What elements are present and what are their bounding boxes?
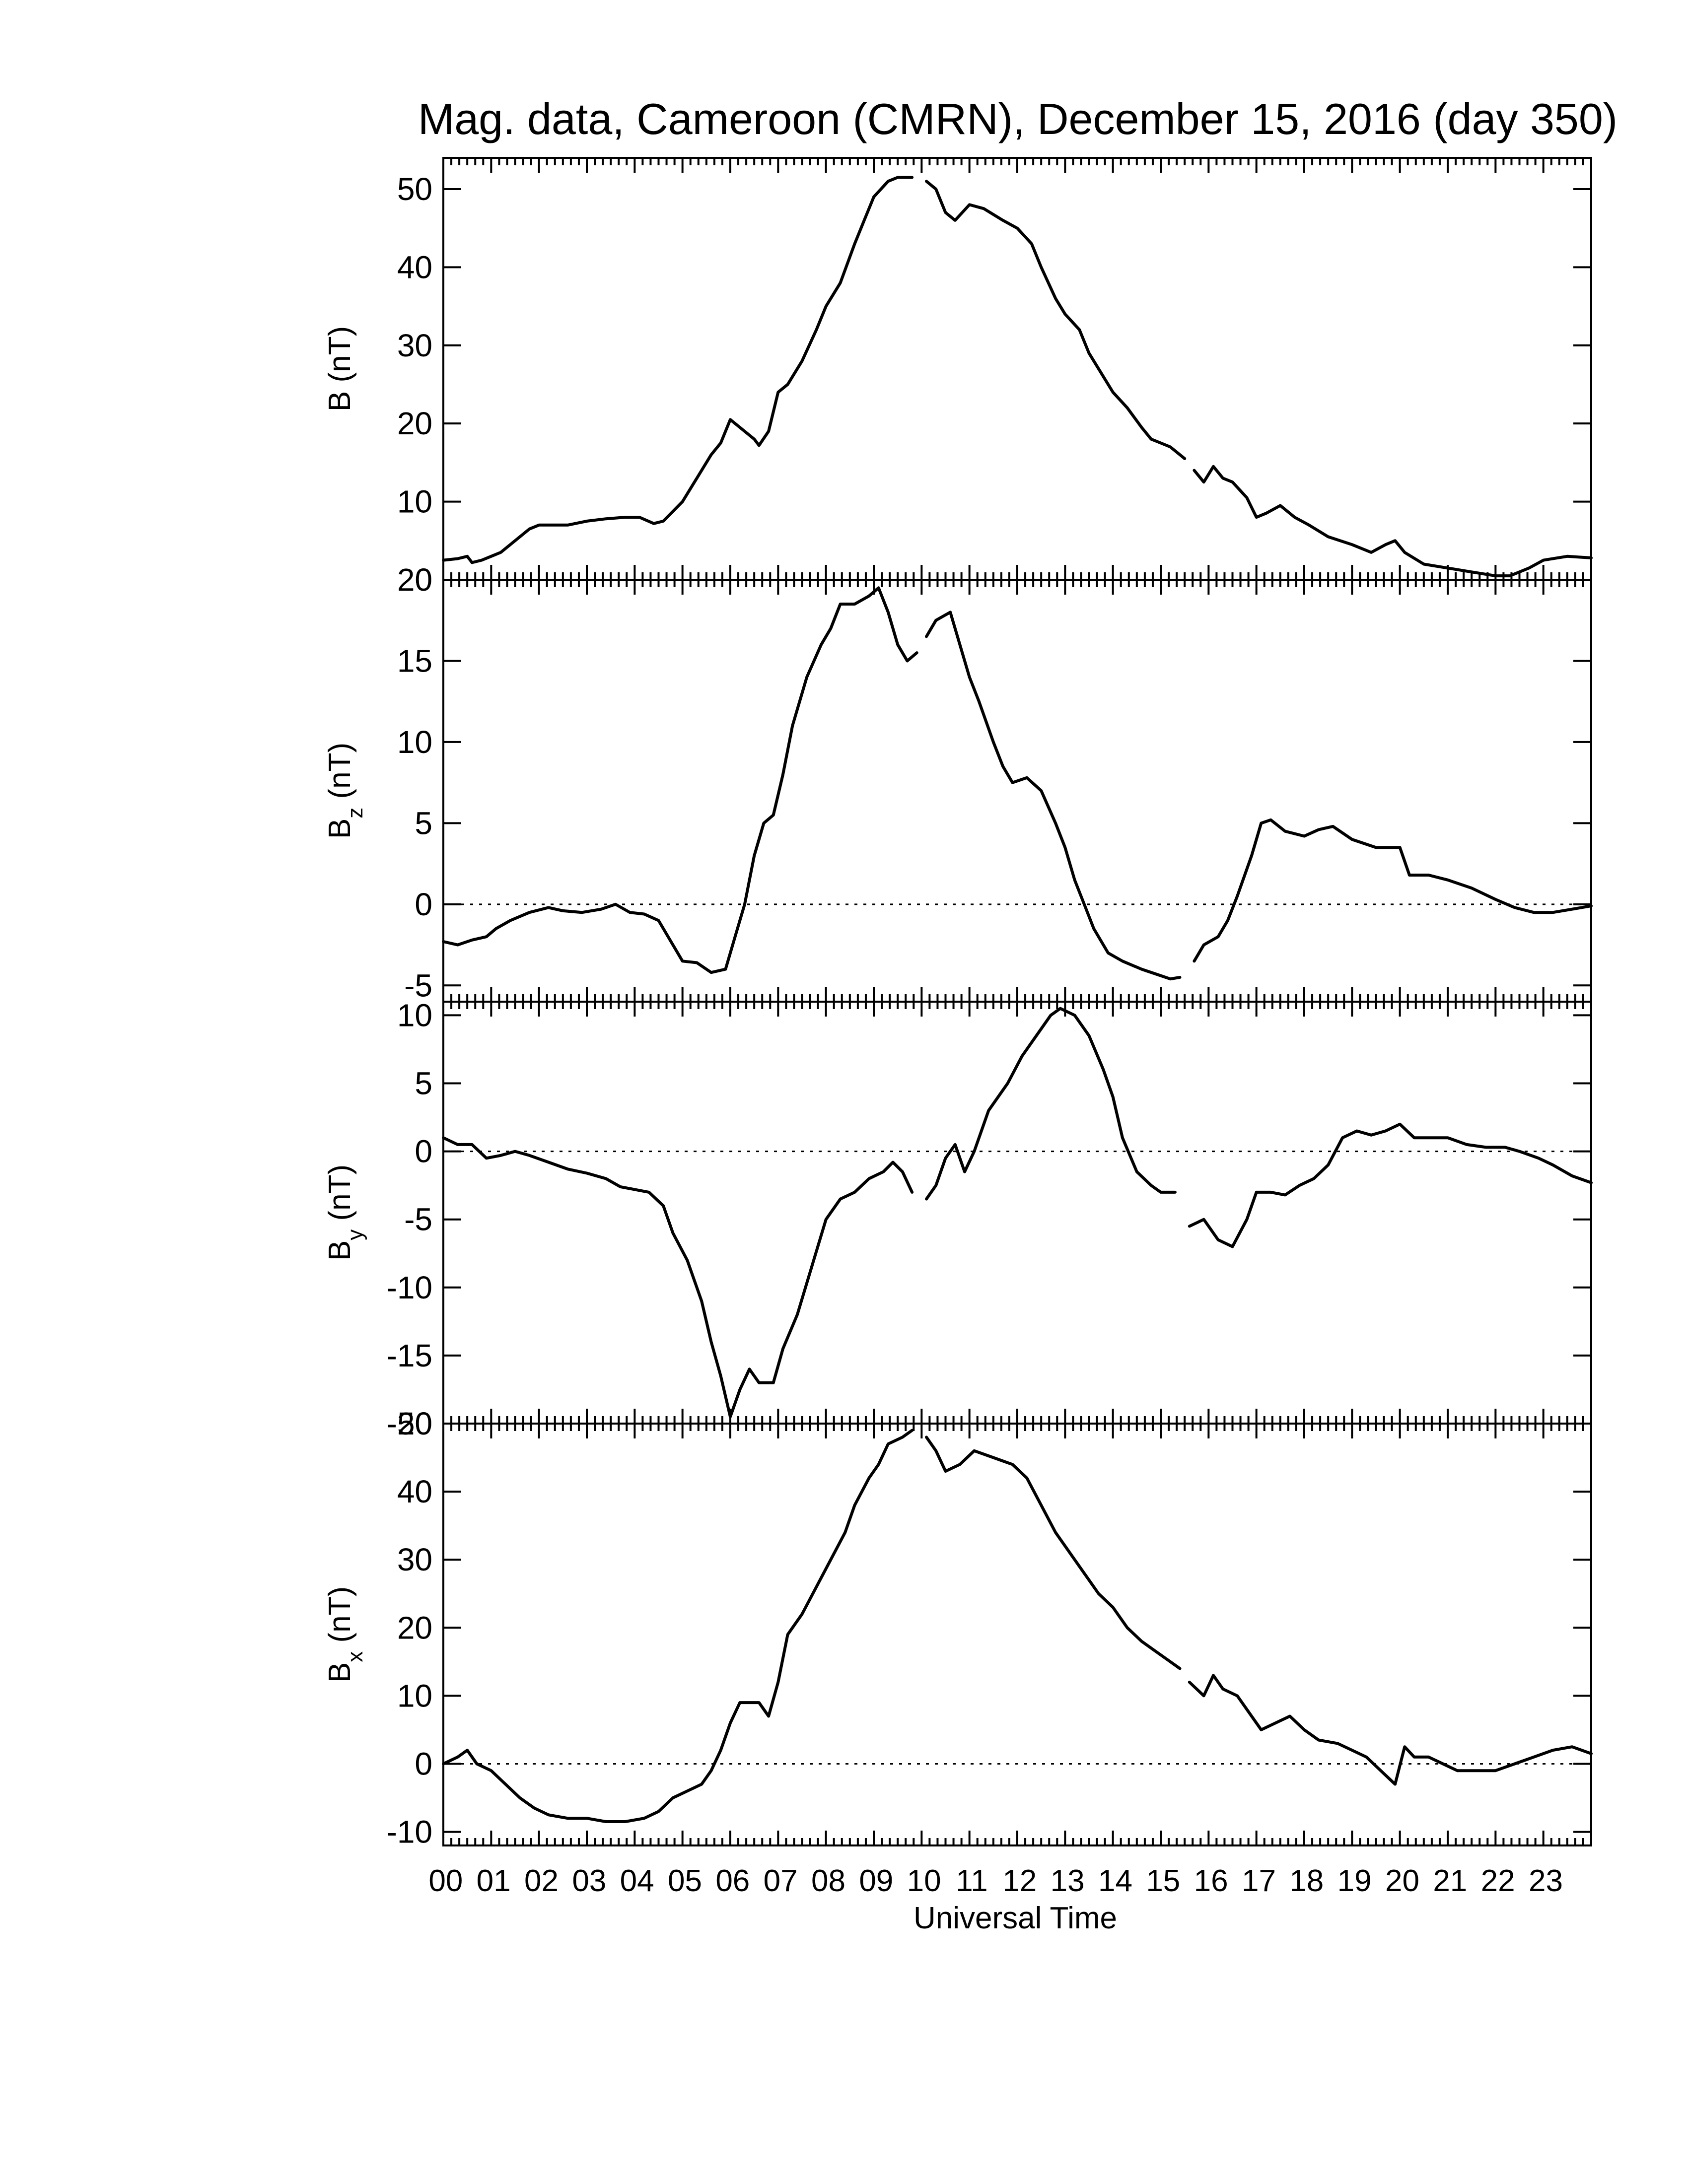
y-tick-label: 40 (397, 249, 432, 285)
x-tick-label: 02 (524, 1864, 559, 1898)
x-tick-label: 21 (1433, 1864, 1467, 1898)
data-series-line (442, 586, 918, 974)
data-series-line (442, 176, 914, 564)
y-tick-label: -15 (387, 1338, 433, 1373)
x-tick-label: 14 (1098, 1864, 1132, 1898)
x-tick-labels: 00 01 02 03 04 05 06 07 08 09 10 11 12 13 14 15 16 17 18 19… (428, 1864, 1563, 1898)
y-tick-label: 30 (397, 328, 432, 363)
data-series-line (925, 1435, 1182, 1670)
x-tick-label: 09 (859, 1864, 893, 1898)
x-tick-label: 13 (1051, 1864, 1085, 1898)
x-tick-label: 18 (1289, 1864, 1324, 1898)
data-series-line (1193, 818, 1593, 963)
x-tick-label: 08 (811, 1864, 845, 1898)
y-tick-label: 0 (415, 1134, 432, 1169)
panel-x: -10 0 10 20 30 40 50 Bx (nT) (323, 1406, 1593, 1850)
y-tick-label: 10 (397, 997, 432, 1033)
x-tick-label: 06 (715, 1864, 750, 1898)
x-axis-label: Universal Time (914, 1901, 1117, 1935)
y-tick-label: 15 (397, 643, 432, 679)
data-series-line (925, 1007, 1177, 1201)
y-tick-label: 20 (397, 406, 432, 441)
y-tick-label: 40 (397, 1474, 432, 1509)
y-tick-label: 0 (415, 887, 432, 922)
y-tick-label: -10 (387, 1270, 433, 1305)
panel-frame (442, 579, 1592, 1003)
y-tick-label: 50 (397, 1406, 432, 1441)
x-tick-label: 05 (668, 1864, 702, 1898)
y-tick-label: 20 (397, 562, 432, 598)
x-tick-label: 01 (477, 1864, 511, 1898)
y-tick-label: 50 (397, 171, 432, 207)
y-axis-label: By (nT) (323, 1164, 367, 1261)
x-tick-label: 17 (1242, 1864, 1276, 1898)
panel-y: -20 -15 -10 -5 0 5 10 By (nT) (323, 997, 1593, 1441)
y-tick-label: 0 (415, 562, 432, 598)
y-axis-label: Bz (nT) (323, 743, 367, 839)
data-series-line (1193, 465, 1593, 578)
x-tick-label: 10 (907, 1864, 941, 1898)
x-tick-label: 23 (1529, 1864, 1563, 1898)
y-axis-label: Bx (nT) (323, 1586, 367, 1683)
data-series-line (1188, 1122, 1593, 1248)
panel-frame (442, 157, 1592, 581)
y-tick-label: -5 (404, 1202, 432, 1237)
x-tick-label: 16 (1194, 1864, 1228, 1898)
panel-frame (442, 1423, 1592, 1846)
data-series-line (925, 611, 1182, 981)
y-tick-label: -5 (404, 967, 432, 1003)
y-tick-label: 10 (397, 1678, 432, 1713)
panel-total: 0 10 20 30 40 50 B (nT) (323, 157, 1593, 598)
x-tick-label: 15 (1146, 1864, 1180, 1898)
y-tick-label: -20 (387, 1406, 433, 1441)
data-series-line (442, 1136, 914, 1419)
x-tick-label: 12 (1002, 1864, 1037, 1898)
data-series-line (1188, 1674, 1593, 1786)
y-tick-label: 30 (397, 1542, 432, 1577)
y-tick-label: 5 (415, 805, 432, 841)
x-tick-label: 22 (1481, 1864, 1515, 1898)
y-axis-label: B (nT) (323, 326, 357, 411)
panel-z: -5 0 5 10 15 20 Bz (nT) (323, 562, 1593, 1003)
x-tick-label: 20 (1385, 1864, 1419, 1898)
y-tick-label: 10 (397, 724, 432, 760)
x-tick-label: 11 (956, 1864, 987, 1898)
data-series-line (442, 1429, 914, 1823)
y-tick-label: 5 (415, 1066, 432, 1101)
y-tick-label: 10 (397, 484, 432, 520)
x-tick-label: 04 (620, 1864, 654, 1898)
y-tick-label: 0 (415, 1746, 432, 1781)
x-tick-label: 03 (572, 1864, 606, 1898)
x-tick-label: 07 (764, 1864, 798, 1898)
x-tick-label: 19 (1337, 1864, 1372, 1898)
data-series-line (925, 180, 1187, 460)
chart-title: Mag. data, Cameroon (CMRN), December 15,… (418, 94, 1618, 143)
x-tick-label: 00 (428, 1864, 463, 1898)
y-tick-label: 20 (397, 1610, 432, 1645)
y-tick-label: -10 (387, 1814, 433, 1850)
